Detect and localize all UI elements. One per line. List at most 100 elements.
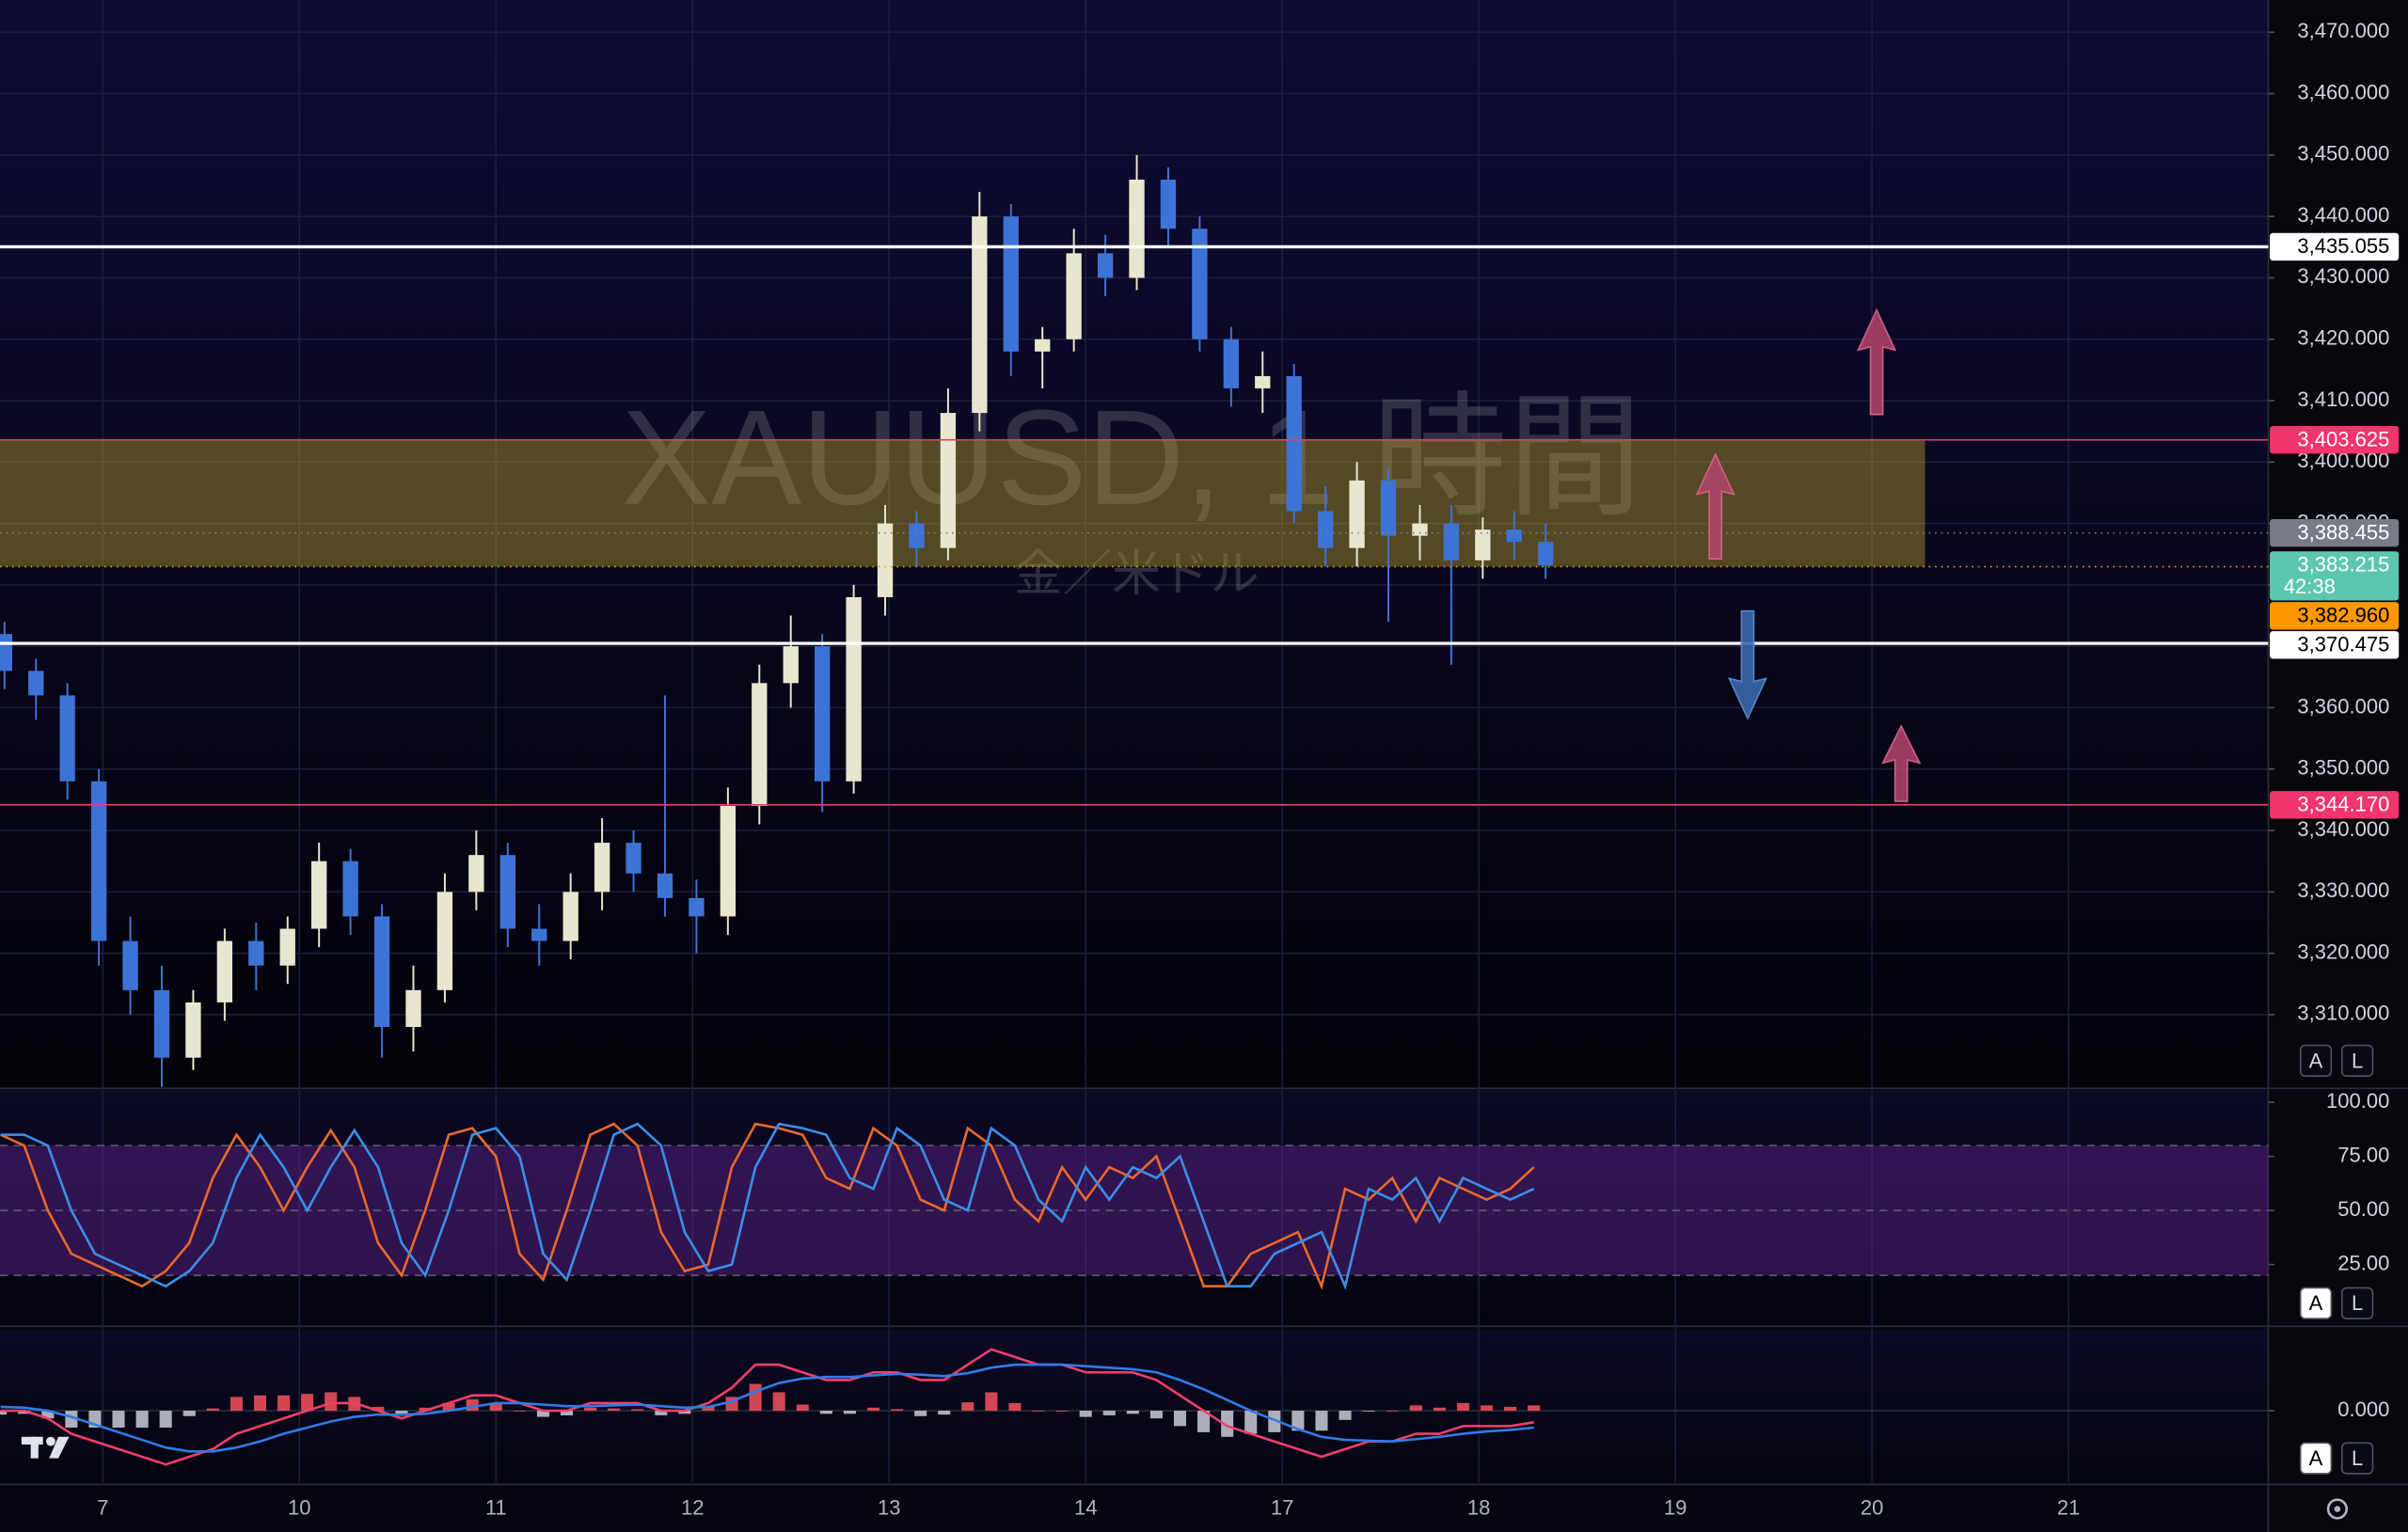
- histogram-bar: [985, 1392, 998, 1412]
- price-label: 3,435.055: [2297, 234, 2389, 258]
- histogram-bar: [819, 1411, 832, 1414]
- scale-button[interactable]: [2299, 1287, 2333, 1319]
- histogram-bar: [230, 1397, 243, 1412]
- histogram-bar: [772, 1392, 785, 1412]
- candle-body: [783, 646, 799, 684]
- x-tick-label: 21: [2057, 1495, 2081, 1519]
- candle-body: [1097, 253, 1114, 278]
- histogram-bar: [442, 1402, 455, 1412]
- histogram-bar: [1197, 1411, 1211, 1432]
- macd-pane: [0, 1329, 2269, 1483]
- y-tick-label: 3,350.000: [2297, 756, 2389, 780]
- stochastic-plot: [0, 1122, 2269, 1290]
- histogram-bar: [866, 1407, 880, 1412]
- histogram-bar: [702, 1406, 715, 1412]
- scale-button-label[interactable]: A: [2309, 1049, 2323, 1072]
- scale-button-label[interactable]: L: [2352, 1049, 2363, 1072]
- x-tick-label: 7: [97, 1495, 108, 1519]
- price-label-box: [2270, 232, 2400, 261]
- scale-button[interactable]: [2299, 1044, 2333, 1078]
- x-tick-label: 11: [485, 1495, 507, 1519]
- candle-body: [531, 928, 547, 941]
- histogram-bar: [584, 1407, 597, 1412]
- histogram-bar: [536, 1411, 549, 1417]
- histogram-bar: [112, 1411, 125, 1429]
- x-tick-label: 12: [681, 1495, 705, 1519]
- candle-body: [594, 843, 610, 892]
- candle-body: [0, 634, 12, 671]
- candle-body: [185, 1002, 201, 1058]
- candle-body: [877, 523, 894, 597]
- y-tick-label: 50.00: [2337, 1197, 2389, 1221]
- price-label: 3,344.170: [2297, 792, 2389, 815]
- candle-body: [1286, 375, 1302, 512]
- settings-icon[interactable]: [2326, 1498, 2349, 1520]
- histogram-bar: [18, 1411, 31, 1414]
- histogram-bar: [1032, 1411, 1045, 1412]
- scale-button-label[interactable]: L: [2352, 1291, 2363, 1315]
- y-tick-label: 0.000: [2337, 1398, 2389, 1421]
- price-label: 3,382.960: [2297, 603, 2389, 626]
- watermark-title: XAUUSD, 1 時間: [621, 383, 1642, 533]
- scale-button-label[interactable]: L: [2352, 1446, 2363, 1470]
- indicator-line: [0, 1122, 1535, 1290]
- candle-body: [1255, 375, 1271, 388]
- gear-center[interactable]: [2334, 1506, 2341, 1512]
- candle-body: [28, 671, 44, 696]
- histogram-bar: [1528, 1405, 1541, 1412]
- x-tick-label: 13: [878, 1495, 901, 1519]
- y-tick-label: 75.00: [2337, 1143, 2389, 1166]
- candle-body: [562, 892, 578, 941]
- y-tick-label: 3,360.000: [2297, 694, 2389, 718]
- zone: [0, 439, 1925, 567]
- candle-body: [1066, 253, 1082, 340]
- candle-body: [1506, 529, 1522, 543]
- candle-body: [1035, 339, 1051, 352]
- plot: [0, 154, 2269, 1466]
- tv-logo: [21, 1436, 70, 1459]
- histogram-bar: [182, 1411, 196, 1416]
- arrows: [1695, 308, 1922, 802]
- macd-plot: [0, 1348, 2269, 1466]
- y-tick-label: 3,410.000: [2297, 387, 2389, 411]
- histogram-bar: [1386, 1411, 1399, 1412]
- scale-button-label[interactable]: A: [2309, 1446, 2323, 1470]
- candle-body: [122, 940, 138, 990]
- candle-body: [153, 989, 170, 1058]
- price-label-box: [2270, 631, 2400, 659]
- histogram-bar: [891, 1409, 904, 1412]
- y-tick-label: 3,450.000: [2297, 142, 2389, 166]
- scale-button-label[interactable]: A: [2309, 1291, 2323, 1315]
- histogram-bar: [325, 1392, 338, 1412]
- candle-body: [248, 940, 264, 966]
- y-tick-label: 3,310.000: [2297, 1002, 2389, 1025]
- candle-body: [940, 413, 957, 548]
- scale-button[interactable]: [2340, 1287, 2374, 1319]
- histogram-bar: [1244, 1411, 1258, 1434]
- scale-button[interactable]: [2340, 1044, 2374, 1078]
- histogram-bar: [608, 1408, 621, 1412]
- scale-button[interactable]: [2299, 1442, 2333, 1475]
- candle-body: [1003, 216, 1019, 352]
- histogram-bar: [1221, 1411, 1234, 1437]
- histogram-bar: [1480, 1405, 1494, 1412]
- y-tick-label: 25.00: [2337, 1251, 2389, 1274]
- candle-body: [1192, 229, 1208, 340]
- candle-body: [216, 940, 233, 1003]
- histogram-bar: [1079, 1411, 1092, 1417]
- histogram-bar: [135, 1411, 149, 1429]
- x-tick-label: 20: [1861, 1495, 1884, 1519]
- candle-body: [689, 897, 705, 917]
- logo-part: [49, 1436, 70, 1459]
- scale-button[interactable]: [2340, 1442, 2374, 1475]
- gear[interactable]: [2326, 1498, 2349, 1520]
- y-tick-label: 100.00: [2326, 1089, 2389, 1113]
- candle-body: [499, 855, 515, 929]
- price-label-box: [2270, 551, 2400, 601]
- candle-body: [1223, 339, 1240, 388]
- candle-body: [626, 843, 642, 874]
- candle-body: [909, 523, 925, 548]
- histogram-bar: [41, 1411, 55, 1419]
- price-label-box: [2270, 518, 2400, 547]
